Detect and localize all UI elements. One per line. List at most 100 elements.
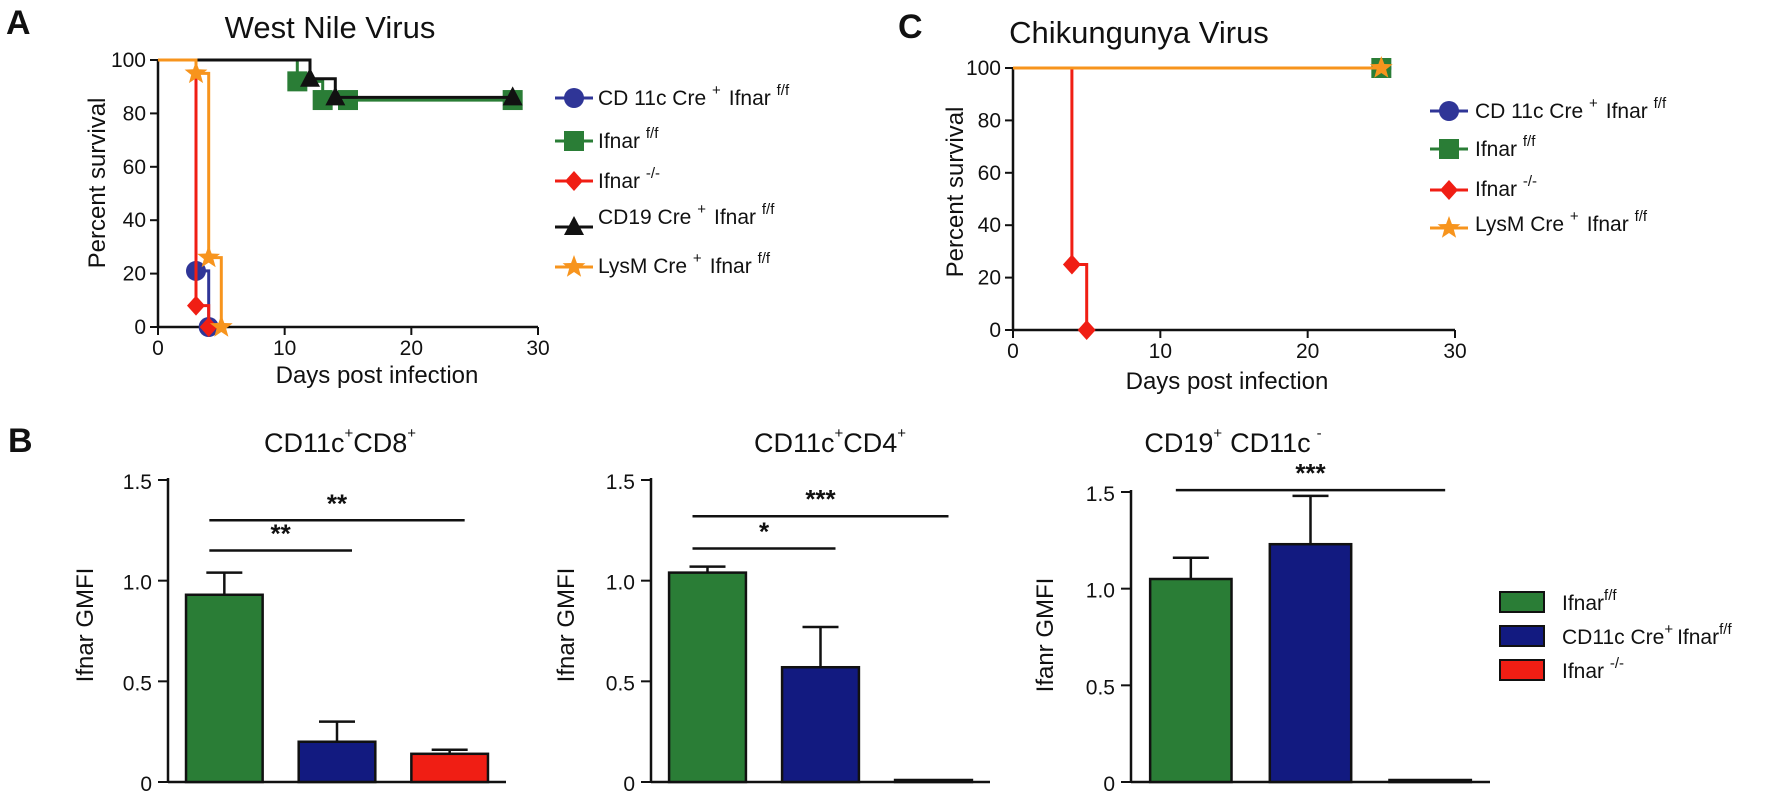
significance-label: ** — [271, 518, 292, 548]
x-tick-label: 20 — [1296, 340, 1319, 363]
legend-text: Ifnar -/- — [598, 165, 660, 193]
legend-item-ifnar-ff: Ifnar f/f — [1430, 133, 1536, 161]
data-point — [564, 131, 584, 151]
square-marker-icon — [564, 131, 584, 151]
data-point — [1077, 320, 1096, 340]
data-point — [209, 315, 233, 337]
star-marker-icon — [1437, 216, 1461, 238]
bar — [667, 571, 748, 784]
y-axis-label: Ifnar GMFI — [72, 568, 99, 683]
bar — [1148, 577, 1233, 784]
legend-item-ifnar-ko: Ifnar -/- — [555, 165, 660, 193]
panel-label-a: A — [6, 4, 31, 42]
legend-text: Ifnar -/- — [1562, 655, 1624, 683]
green-swatch-icon — [1499, 591, 1545, 613]
legend-item-cd19: CD19 Cre + Ifnar f/f — [555, 201, 775, 235]
bar-chart-cd11c-cd4: CD11c+CD4+ 00.51.01.5**** Ifnar GMFI — [553, 425, 990, 796]
series-line-cd19 — [158, 58, 513, 99]
x-tick-label: 20 — [400, 337, 423, 360]
star-marker-icon — [562, 255, 586, 277]
bar-chart-cd11c-cd8: CD11c+CD8+ 0 0.5 1.0 1.5 ** ** Ifnar GMFI — [72, 425, 506, 796]
data-point — [1369, 56, 1393, 78]
legend-item-ifnar-ff: Ifnarf/f — [1499, 587, 1617, 615]
y-axis-label: Ifnar GMFI — [553, 568, 580, 683]
plot-area: 0 0.5 1.0 1.5 *** — [1086, 458, 1490, 796]
circle-marker-icon — [564, 88, 584, 108]
data-point — [1440, 180, 1458, 200]
y-tick-label: 60 — [123, 156, 146, 179]
data-point — [564, 216, 584, 235]
plot-area: 0 10 20 30 0 20 40 60 80 100 — [111, 49, 550, 360]
legend-item-lysm: LysM Cre + Ifnar f/f — [1430, 208, 1648, 238]
bar — [1268, 542, 1353, 784]
legend-item-cd11c: CD 11c Cre + Ifnar f/f — [555, 82, 790, 110]
legend-item-ifnar-ko: Ifnar -/- — [1499, 655, 1624, 683]
y-tick-label: 0 — [989, 319, 1001, 342]
y-tick-label: 1.5 — [606, 471, 635, 494]
data-point — [1439, 139, 1459, 159]
panel-label-b: B — [8, 422, 33, 460]
significance-label: ** — [327, 488, 348, 518]
plot-area: 0 10 20 30 0 20 40 60 80 100 — [966, 56, 1467, 363]
bar — [1388, 778, 1473, 784]
y-axis-label: Percent survival — [84, 98, 111, 269]
chikungunya-survival-chart: Chikungunya Virus 0 10 20 30 0 20 40 60 80 100 Da… — [942, 15, 1467, 395]
y-tick-label: 0.5 — [123, 672, 152, 695]
y-tick-label: 1.0 — [123, 572, 152, 595]
legend-item-ifnar-ff: Ifnar f/f — [555, 125, 659, 153]
x-tick-label: 0 — [1007, 340, 1019, 363]
legend-chikungunya: CD 11c Cre + Ifnar f/f Ifnar f/f Ifnar -/… — [1430, 95, 1667, 238]
legend-bar-charts: Ifnarf/f CD11c Cre+ Ifnarf/f Ifnar -/- — [1499, 587, 1732, 683]
plot-area: 00.51.01.5**** — [123, 471, 506, 796]
y-axis-label: Percent survival — [942, 107, 969, 278]
bar — [297, 740, 377, 784]
y-tick-label: 0.5 — [1086, 676, 1115, 699]
chart-title: Chikungunya Virus — [1009, 15, 1269, 50]
square-marker-icon — [1439, 139, 1459, 159]
series-line-cd11c — [158, 58, 211, 327]
x-tick-label: 10 — [273, 337, 296, 360]
y-tick-label: 20 — [123, 263, 146, 286]
y-tick-label: 80 — [123, 102, 146, 125]
plot-area: 00.51.01.5**** — [606, 471, 990, 796]
navy-swatch-icon — [1499, 625, 1545, 647]
legend-text: LysM Cre + Ifnar f/f — [1475, 208, 1648, 236]
legend-text: Ifnar f/f — [1475, 133, 1536, 161]
data-point — [565, 171, 583, 191]
y-tick-label: 20 — [978, 267, 1001, 290]
x-axis-label: Days post infection — [1126, 368, 1329, 395]
legend-item-cd11c: CD11c Cre+ Ifnarf/f — [1499, 621, 1732, 649]
legend-item-ifnar-ko: Ifnar -/- — [1430, 173, 1537, 201]
legend-item-lysm: LysM Cre + Ifnar f/f — [555, 250, 771, 278]
y-tick-label: 100 — [111, 49, 146, 72]
x-tick-label: 30 — [526, 337, 549, 360]
y-tick-label: 40 — [123, 209, 146, 232]
bar — [893, 778, 974, 784]
legend-west-nile: CD 11c Cre + Ifnar f/f Ifnar f/f Ifnar -/… — [555, 82, 790, 278]
y-tick-label: 100 — [966, 57, 1001, 80]
legend-text: CD 11c Cre + Ifnar f/f — [598, 82, 790, 110]
significance-label: * — [759, 516, 770, 546]
legend-text: Ifnarf/f — [1562, 587, 1617, 615]
chart-title: CD11c+CD8+ — [264, 425, 416, 458]
y-tick-label: 1.0 — [1086, 580, 1115, 603]
data-point — [1062, 254, 1081, 275]
data-point — [199, 317, 218, 337]
chart-title: CD19+ CD11c - — [1144, 425, 1321, 458]
data-point — [502, 86, 523, 106]
legend-text: CD19 Cre + Ifnar f/f — [598, 201, 775, 229]
data-point — [562, 255, 586, 277]
west-nile-survival-chart: West Nile Virus 0 10 20 30 0 20 40 60 80 100 Days… — [84, 10, 550, 389]
circle-marker-icon — [1439, 101, 1459, 121]
diamond-marker-icon — [1440, 180, 1458, 200]
data-point — [564, 88, 584, 108]
significance-label: *** — [1295, 458, 1326, 488]
y-tick-label: 1.0 — [606, 572, 635, 595]
bar — [780, 665, 861, 784]
y-tick-label: 0 — [134, 316, 146, 339]
x-tick-label: 10 — [1149, 340, 1172, 363]
legend-text: CD11c Cre+ Ifnarf/f — [1562, 621, 1732, 649]
data-point — [187, 295, 205, 316]
y-tick-label: 0 — [623, 773, 635, 796]
